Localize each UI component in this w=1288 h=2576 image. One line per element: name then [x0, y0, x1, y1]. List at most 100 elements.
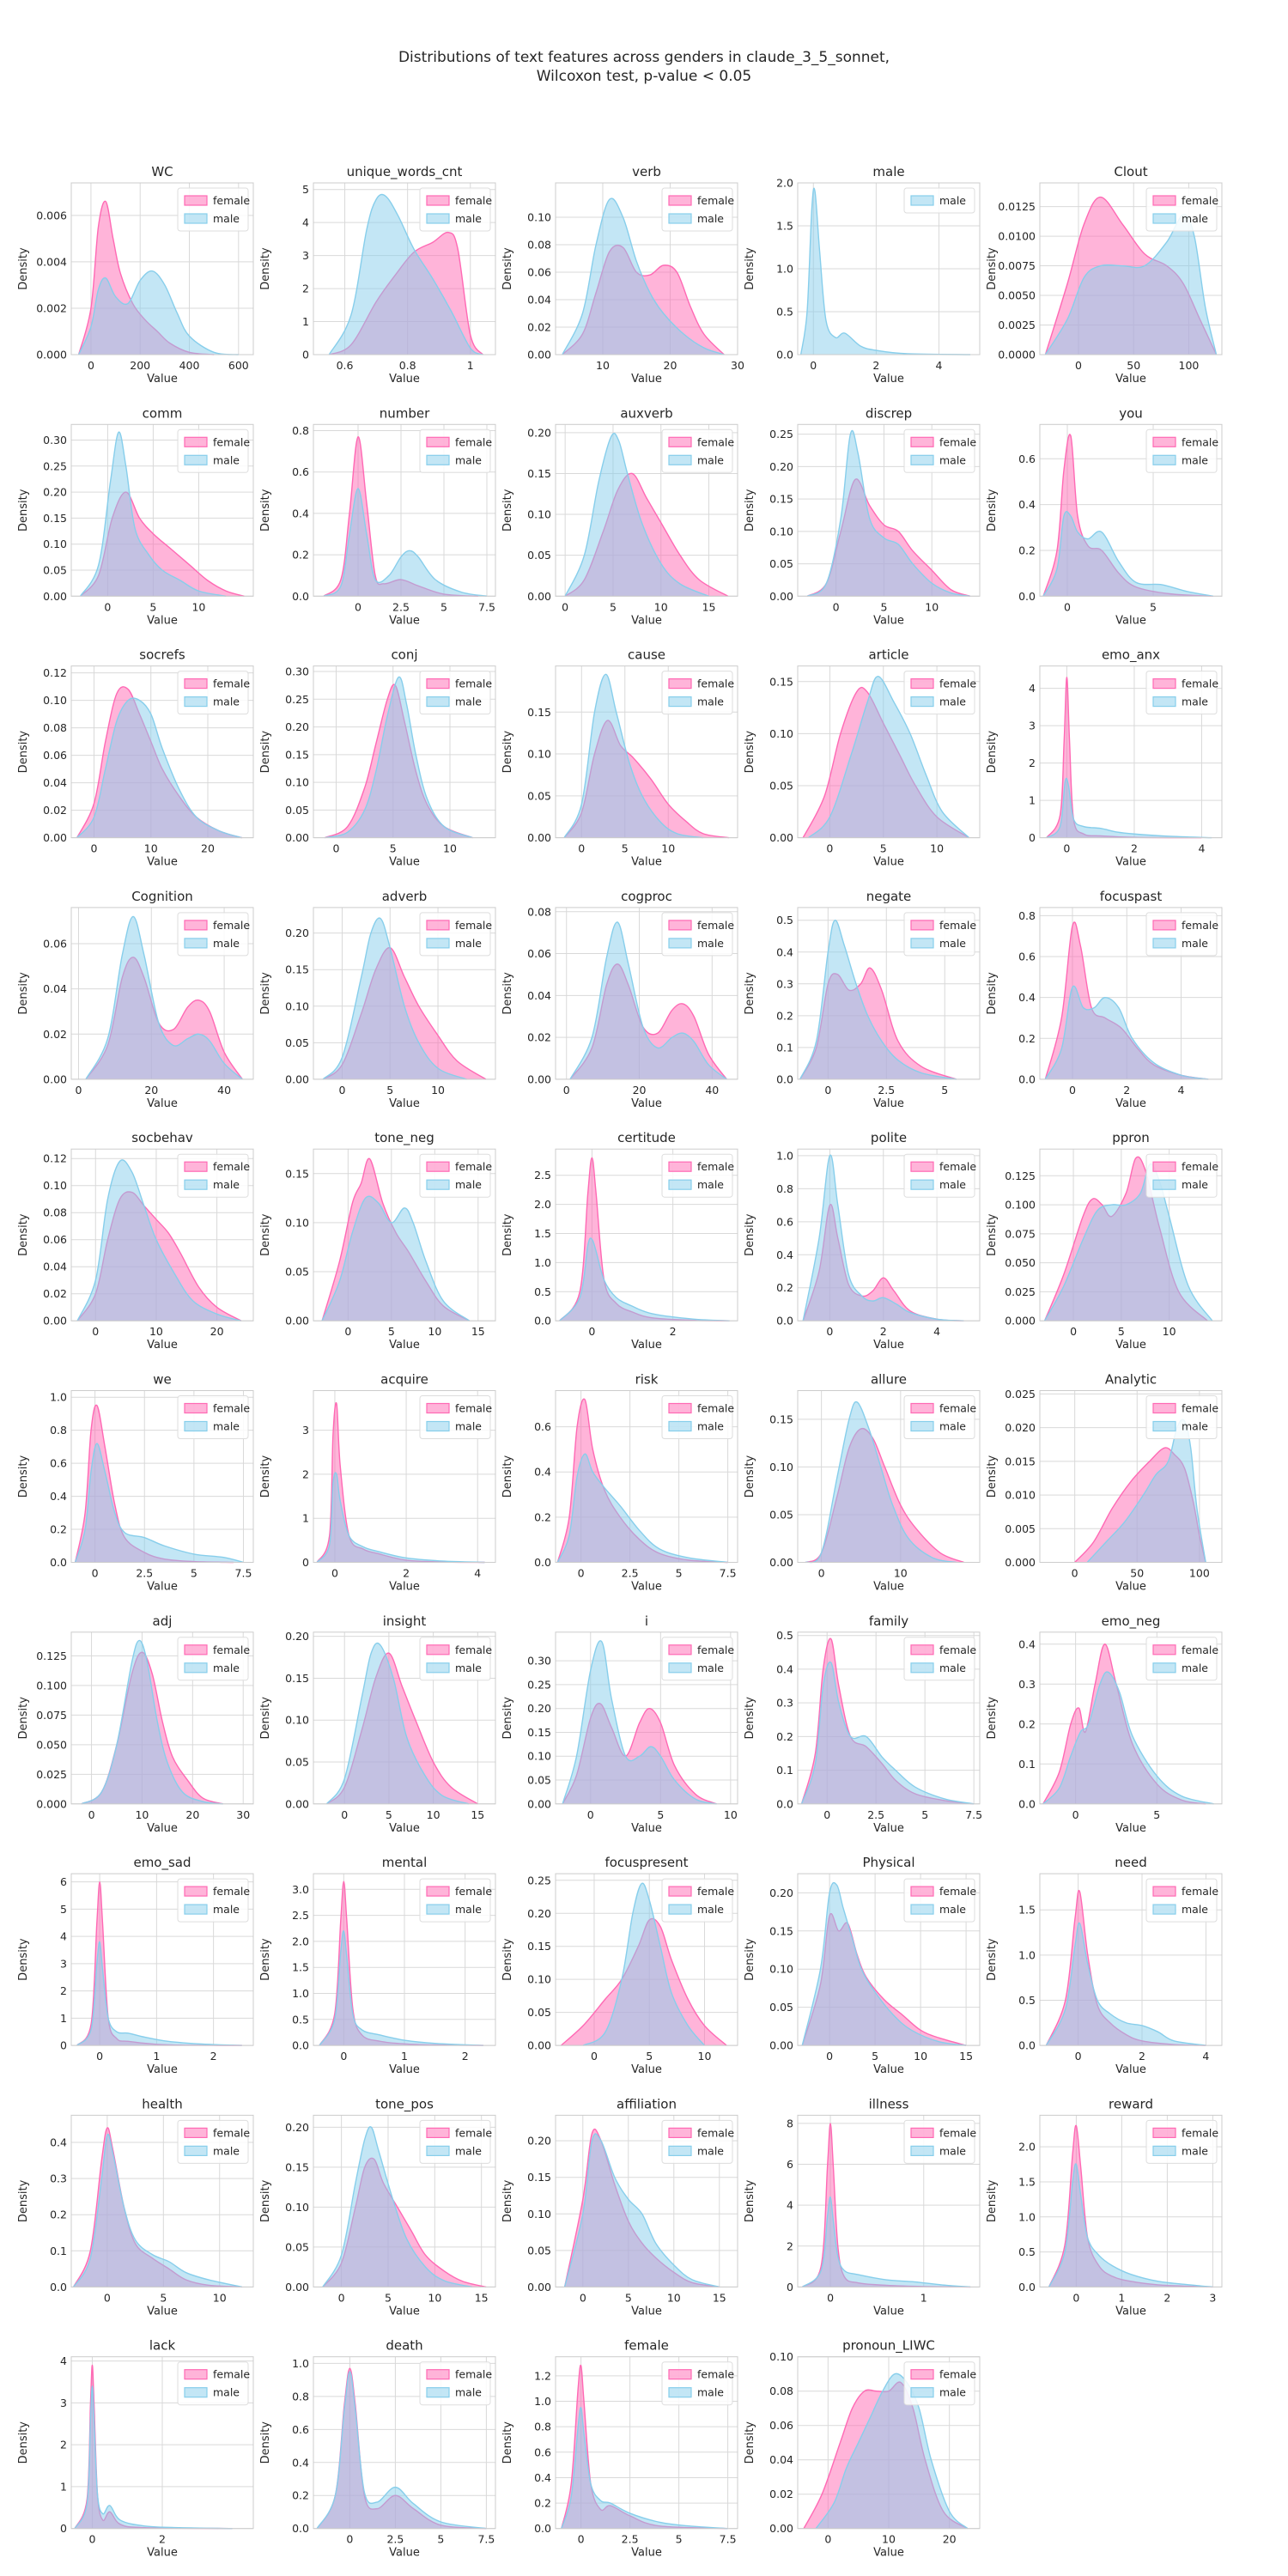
y-tick-label: 0.15 — [527, 467, 551, 480]
subplot-title: unique_words_cnt — [347, 164, 463, 180]
x-tick-label: 7.5 — [720, 2533, 737, 2546]
y-tick-label: 0.10 — [285, 1714, 309, 1727]
y-tick-label: 0.25 — [527, 1678, 551, 1691]
subplot-title: pronoun_LIWC — [842, 2338, 935, 2354]
subplot-lack: 0 2 0 1 2 3 4 lack Value Density female male — [17, 2338, 254, 2560]
axes-frame — [70, 2114, 254, 2287]
y-tick-label: 0.025 — [1005, 1285, 1036, 1298]
y-tick-label: 0.075 — [36, 1709, 67, 1722]
legend-label-male: male — [1182, 2144, 1208, 2157]
axes-frame — [70, 423, 254, 597]
x-tick-label: 2 — [670, 1325, 677, 1338]
density-fill-male — [76, 698, 242, 838]
y-tick-label: 0.10 — [285, 2201, 309, 2214]
density-line-male — [582, 1882, 705, 2046]
legend-label-female: female — [213, 1402, 250, 1415]
density-fill-male — [325, 677, 473, 838]
y-tick-label: 0.04 — [43, 1261, 67, 1273]
legend-swatch-male — [426, 2387, 450, 2398]
legend-label-female: female — [455, 919, 492, 932]
legend-label-male: male — [213, 212, 240, 225]
subplot-title: health — [142, 2096, 182, 2111]
subplot-title: cause — [628, 647, 665, 663]
y-tick-label: 0.8 — [534, 2421, 551, 2433]
axes-frame — [70, 2356, 254, 2530]
x-tick-label: 0 — [1063, 842, 1070, 855]
legend-label-female: female — [1182, 194, 1218, 207]
y-tick-label: 0.05 — [43, 563, 67, 576]
subplot-you: 0 5 0.0 0.2 0.4 0.6 you Value Density female male — [986, 405, 1223, 627]
legend-label-female: female — [213, 1885, 250, 1898]
x-axis-label: Value — [147, 1097, 178, 1110]
legend-label-female: female — [213, 677, 250, 690]
legend-swatch-female — [910, 2127, 934, 2138]
density-line-male — [556, 1453, 728, 1564]
y-tick-label: 0.20 — [285, 2121, 309, 2134]
subplot-title: Physical — [862, 1855, 914, 1870]
subplot-title: tone_neg — [374, 1130, 434, 1146]
legend-label-female: female — [213, 2126, 250, 2139]
y-tick-label: 0.05 — [769, 2001, 793, 2014]
y-tick-label: 0.08 — [769, 2385, 793, 2397]
y-tick-label: 0.0 — [534, 2522, 551, 2535]
legend-swatch-male — [668, 1420, 692, 1432]
legend: female male — [903, 428, 976, 473]
x-tick-label: 2 — [210, 2050, 217, 2063]
y-tick-label: 0.20 — [285, 1630, 309, 1643]
subplot-clout: 0 50 100 0.0000 0.0025 0.0050 0.0075 0.0100 0.01… — [986, 164, 1223, 386]
legend-swatch-female — [668, 2127, 692, 2138]
density-fill-male — [562, 198, 725, 355]
legend-label-male: male — [939, 2144, 966, 2157]
legend-label-female: female — [939, 1160, 976, 1173]
x-tick-label: 10 — [428, 2291, 441, 2304]
density-line-male — [74, 1443, 244, 1564]
y-tick-label: 0.02 — [43, 804, 67, 817]
legend-label-male: male — [697, 212, 724, 225]
y-tick-label: 0.06 — [769, 2419, 793, 2432]
x-axis-label: Value — [389, 2547, 420, 2560]
y-tick-label: 0.050 — [36, 1738, 67, 1751]
figure-title-line-1: Distributions of text features across ge… — [398, 49, 890, 66]
x-tick-label: 0 — [1069, 1084, 1076, 1097]
y-tick-label: 2.0 — [776, 177, 793, 190]
y-tick-label: 0.6 — [292, 465, 309, 478]
y-axis-label: Density — [986, 489, 999, 532]
legend-swatch-female — [1152, 920, 1176, 931]
density-fill-male — [583, 1883, 705, 2046]
y-tick-label: 0.1 — [50, 2245, 67, 2257]
subplot-death: 0 2.5 5 7.5 0.0 0.2 0.4 0.6 0.8 1.0 death Value Dens… — [259, 2338, 496, 2560]
subplot-tone-neg: 0 5 10 15 0.00 0.05 0.10 0.15 tone_neg Value Densi… — [259, 1130, 496, 1352]
legend-label-female: female — [697, 1402, 734, 1415]
y-tick-label: 0.02 — [769, 2488, 793, 2500]
legend-swatch-female — [426, 195, 450, 206]
legend-label-female: female — [213, 1160, 250, 1173]
axes-frame — [555, 182, 738, 355]
axes-frame — [1039, 665, 1223, 839]
legend-swatch-female — [1152, 2127, 1176, 2138]
density-fill-male — [323, 918, 467, 1079]
legend-swatch-female — [910, 2369, 934, 2380]
legend-label-female: female — [213, 194, 250, 207]
y-tick-label: 1 — [1029, 794, 1036, 807]
y-tick-label: 0.4 — [534, 1466, 551, 1479]
legend: female male — [177, 2361, 250, 2406]
x-tick-label: 2 — [159, 2533, 166, 2546]
subplot-certitude: 0 2 0.0 0.5 1.0 1.5 2.0 2.5 certitude Value Densit… — [501, 1130, 738, 1352]
density-fill-male — [800, 188, 971, 355]
subplot-analytic: 0 50 100 0.000 0.005 0.010 0.015 0.020 0.025 Anal… — [986, 1372, 1223, 1594]
x-tick-label: 2 — [872, 359, 879, 372]
subplot-title: reward — [1109, 2096, 1153, 2111]
y-axis-label: Density — [501, 2421, 514, 2464]
legend-label-female: female — [697, 435, 734, 448]
legend-swatch-male — [184, 938, 208, 949]
y-axis-label: Density — [744, 247, 756, 290]
y-tick-label: 0.5 — [1018, 1994, 1036, 2007]
legend-swatch-male — [1152, 938, 1176, 949]
y-tick-label: 0.15 — [285, 748, 309, 761]
x-tick-label: 0 — [578, 1567, 585, 1580]
y-tick-label: 0.20 — [43, 486, 67, 499]
y-tick-label: 0.00 — [769, 2039, 793, 2052]
legend-swatch-female — [668, 195, 692, 206]
legend-swatch-male — [910, 2387, 934, 2398]
y-tick-label: 0.0 — [1018, 590, 1036, 603]
